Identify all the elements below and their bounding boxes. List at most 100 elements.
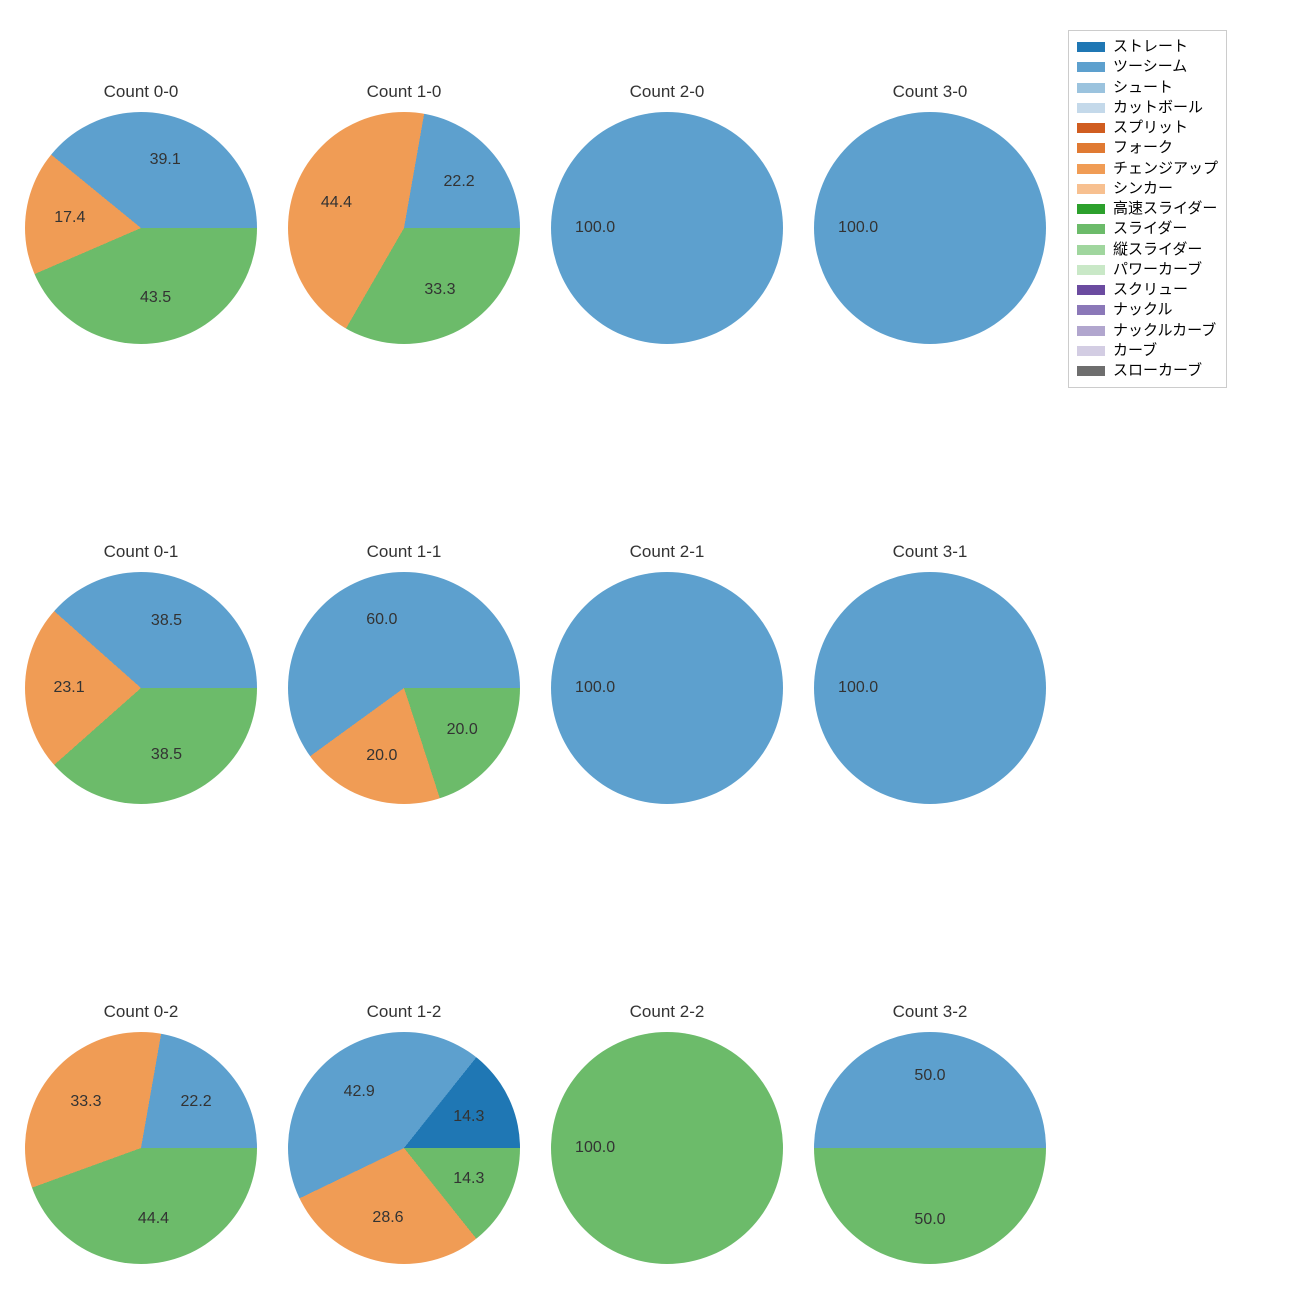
pie-chart: Count 2-0100.0 [551, 112, 783, 344]
legend-swatch [1077, 366, 1105, 376]
legend-label: ストレート [1113, 37, 1188, 57]
legend-swatch [1077, 326, 1105, 336]
legend-swatch [1077, 245, 1105, 255]
legend-item: カーブ [1077, 341, 1218, 361]
legend-label: スライダー [1113, 219, 1187, 239]
legend-swatch [1077, 143, 1105, 153]
pie-slice-label: 14.3 [453, 1108, 484, 1126]
pie-slice-label: 50.0 [914, 1067, 945, 1085]
legend-item: スローカーブ [1077, 361, 1218, 381]
pie-title: Count 2-1 [551, 542, 783, 562]
legend-item: ストレート [1077, 37, 1218, 57]
legend-label: シンカー [1113, 179, 1173, 199]
pie-disc [288, 1032, 520, 1264]
pie-title: Count 3-1 [814, 542, 1046, 562]
legend-label: チェンジアップ [1113, 159, 1218, 179]
legend-swatch [1077, 83, 1105, 93]
legend-swatch [1077, 62, 1105, 72]
legend-item: ツーシーム [1077, 57, 1218, 77]
legend-item: シンカー [1077, 179, 1218, 199]
pie-disc [288, 112, 520, 344]
pie-chart: Count 1-022.244.433.3 [288, 112, 520, 344]
pie-disc [25, 112, 257, 344]
legend-swatch [1077, 164, 1105, 174]
pie-slice-label: 100.0 [575, 679, 615, 697]
pie-slice-label: 14.3 [453, 1170, 484, 1188]
legend-item: シュート [1077, 78, 1218, 98]
pie-title: Count 0-1 [25, 542, 257, 562]
legend-swatch [1077, 204, 1105, 214]
legend-swatch [1077, 265, 1105, 275]
legend-swatch [1077, 285, 1105, 295]
pie-title: Count 2-2 [551, 1002, 783, 1022]
legend-item: スクリュー [1077, 280, 1218, 300]
pie-chart: Count 2-2100.0 [551, 1032, 783, 1264]
legend-label: 縦スライダー [1113, 240, 1202, 260]
pie-slice-label: 50.0 [914, 1211, 945, 1229]
legend-item: 縦スライダー [1077, 240, 1218, 260]
pie-title: Count 3-2 [814, 1002, 1046, 1022]
pie-title: Count 1-0 [288, 82, 520, 102]
pie-slice-label: 20.0 [366, 747, 397, 765]
legend-label: ナックル [1113, 300, 1173, 320]
legend-label: スクリュー [1113, 280, 1188, 300]
pie-slice-label: 100.0 [838, 219, 878, 237]
pie-title: Count 1-2 [288, 1002, 520, 1022]
pie-chart: Count 2-1100.0 [551, 572, 783, 804]
pie-chart: Count 3-1100.0 [814, 572, 1046, 804]
legend-label: カットボール [1113, 98, 1203, 118]
legend-item: ナックルカーブ [1077, 321, 1218, 341]
pie-slice-label: 17.4 [54, 209, 85, 227]
pie-chart: Count 0-039.117.443.5 [25, 112, 257, 344]
pie-title: Count 0-2 [25, 1002, 257, 1022]
legend-label: カーブ [1113, 341, 1157, 361]
legend-item: カットボール [1077, 98, 1218, 118]
pie-slice-label: 60.0 [366, 611, 397, 629]
legend-swatch [1077, 346, 1105, 356]
pie-disc [288, 572, 520, 804]
legend-swatch [1077, 184, 1105, 194]
legend-label: パワーカーブ [1113, 260, 1202, 280]
legend-label: 高速スライダー [1113, 199, 1217, 219]
pie-slice-label: 22.2 [181, 1093, 212, 1111]
legend-swatch [1077, 123, 1105, 133]
legend-item: 高速スライダー [1077, 199, 1218, 219]
pie-chart: Count 0-222.233.344.4 [25, 1032, 257, 1264]
pie-slice-label: 44.4 [321, 194, 352, 212]
legend-item: スライダー [1077, 219, 1218, 239]
legend-item: フォーク [1077, 138, 1218, 158]
pie-slice-label: 33.3 [424, 281, 455, 299]
legend-swatch [1077, 305, 1105, 315]
legend-label: フォーク [1113, 138, 1173, 158]
legend-swatch [1077, 103, 1105, 113]
legend-swatch [1077, 224, 1105, 234]
legend-label: ツーシーム [1113, 57, 1187, 77]
pie-chart: Count 3-250.050.0 [814, 1032, 1046, 1264]
pie-slice-label: 20.0 [447, 721, 478, 739]
pie-slice-label: 100.0 [575, 1139, 615, 1157]
legend-swatch [1077, 42, 1105, 52]
pie-slice-label: 33.3 [70, 1093, 101, 1111]
pie-disc [25, 1032, 257, 1264]
legend: ストレートツーシームシュートカットボールスプリットフォークチェンジアップシンカー… [1068, 30, 1227, 388]
pie-slice-label: 39.1 [150, 151, 181, 169]
pie-title: Count 3-0 [814, 82, 1046, 102]
pie-slice-label: 23.1 [54, 679, 85, 697]
pie-title: Count 2-0 [551, 82, 783, 102]
legend-item: ナックル [1077, 300, 1218, 320]
legend-label: スローカーブ [1113, 361, 1202, 381]
legend-item: スプリット [1077, 118, 1218, 138]
pie-slice-label: 100.0 [838, 679, 878, 697]
pie-slice-label: 100.0 [575, 219, 615, 237]
chart-canvas: Count 0-039.117.443.5Count 1-022.244.433… [0, 0, 1300, 1300]
pie-title: Count 1-1 [288, 542, 520, 562]
pie-slice-label: 22.2 [444, 173, 475, 191]
pie-slice-label: 28.6 [372, 1209, 403, 1227]
legend-label: スプリット [1113, 118, 1188, 138]
pie-slice-label: 38.5 [151, 746, 182, 764]
legend-label: ナックルカーブ [1113, 321, 1216, 341]
legend-item: チェンジアップ [1077, 159, 1218, 179]
legend-label: シュート [1113, 78, 1173, 98]
pie-slice-label: 42.9 [344, 1083, 375, 1101]
pie-chart: Count 3-0100.0 [814, 112, 1046, 344]
